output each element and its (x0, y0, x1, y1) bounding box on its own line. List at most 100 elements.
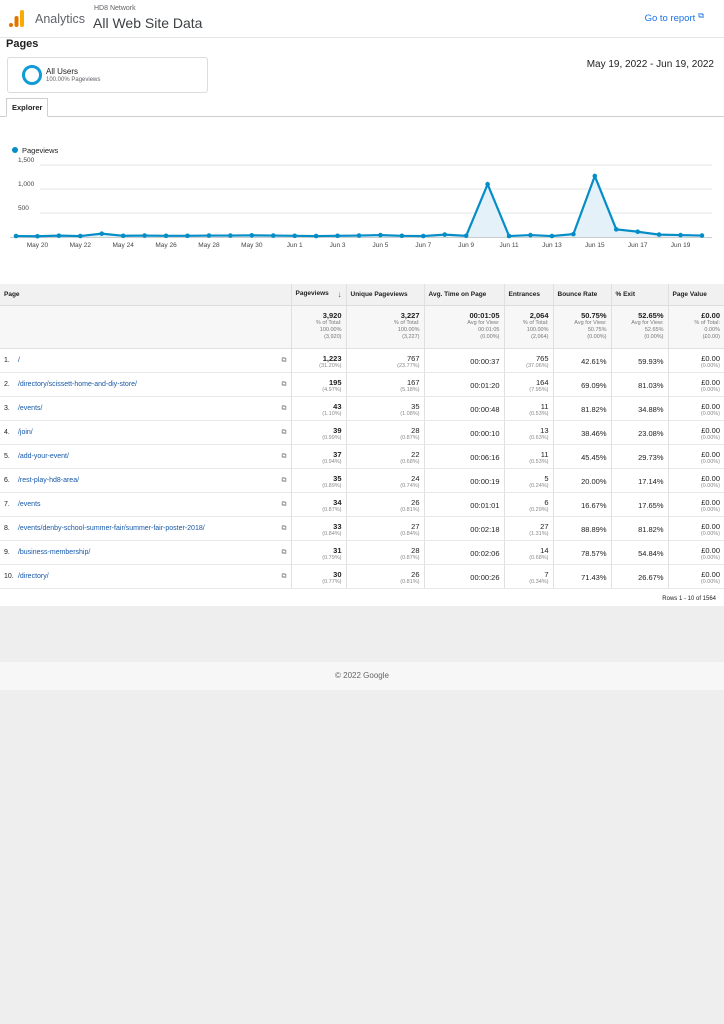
pageviews-value: 195 (328, 377, 342, 387)
analytics-logo-icon[interactable] (9, 10, 25, 27)
exit-cell: 17.65% (610, 492, 668, 517)
date-range-picker[interactable]: May 19, 2022 - Jun 19, 2022 (586, 59, 714, 70)
page-value-cell: £0.00 (0.00%) (667, 396, 724, 421)
data-point (592, 173, 598, 179)
bounce-rate-cell: 45.45% (552, 444, 611, 469)
open-page-icon[interactable]: ⧉ (281, 572, 287, 580)
open-page-icon[interactable]: ⧉ (281, 356, 287, 364)
column-header-exit[interactable]: % Exit (610, 284, 668, 306)
table-row: 10. /directory/⧉ 30 (0.77%) 26 (0.81%) 00:00:… (0, 564, 724, 589)
column-header-avg-time[interactable]: Avg. Time on Page (423, 284, 504, 306)
page-link[interactable]: /join/ (17, 428, 33, 436)
total-sub-abs: (0.00%) (644, 333, 664, 340)
x-tick-label: Jun 1 (287, 242, 303, 249)
pageviews-chart[interactable]: 1,500 1,000 500 May 20 May 22 May 24 May 26 May… (0, 155, 724, 255)
total-sub-value: 100.00% (319, 326, 342, 333)
exit-cell: 59.93% (610, 348, 668, 373)
pageviews-percent: (0.89%) (322, 482, 342, 489)
exit-cell: 26.67% (610, 564, 668, 589)
segment-card[interactable]: All Users 100.00% Pageviews (7, 57, 208, 93)
total-value: 52.65% (638, 310, 664, 320)
open-page-icon[interactable]: ⧉ (281, 500, 287, 508)
pageviews-percent: (0.94%) (322, 458, 342, 465)
unique-pageviews-percent: (0.87%) (400, 434, 420, 441)
entrances-cell: 765 (37.06%) (503, 348, 553, 373)
data-point (378, 232, 383, 238)
data-point (78, 233, 83, 239)
unique-pageviews-cell: 24 (0.74%) (345, 468, 424, 493)
pageviews-cell: 43 (1.10%) (290, 396, 346, 421)
page-link[interactable]: /directory/scissett-home-and-diy-store/ (17, 380, 137, 388)
tab-explorer[interactable]: Explorer (6, 98, 49, 117)
bounce-rate-cell: 88.89% (552, 516, 611, 541)
legend-dot-icon (12, 147, 18, 153)
open-page-icon[interactable]: ⧉ (281, 428, 287, 436)
table-row: 4. /join/⧉ 39 (0.99%) 28 (0.87%) 00:00:10 13 (0… (0, 420, 724, 445)
unique-pageviews-cell: 767 (23.77%) (345, 348, 424, 373)
data-point (699, 233, 705, 238)
column-header-pageviews[interactable]: Pageviews ↓ (290, 284, 346, 306)
column-header-page-value[interactable]: Page Value (667, 284, 724, 306)
unique-pageviews-percent: (0.68%) (400, 458, 420, 465)
exit-value: 81.82% (638, 524, 664, 534)
page-value: £0.00 (701, 545, 720, 555)
entrances-value: 11 (540, 449, 549, 459)
avg-time-value: 00:01:01 (470, 500, 500, 510)
open-page-icon[interactable]: ⧉ (281, 404, 287, 412)
page-link[interactable]: /directory/ (17, 572, 49, 580)
pageviews-cell: 195 (4.97%) (290, 372, 346, 397)
page-cell: 8. /events/denby-school-summer-fair/summ… (0, 516, 291, 541)
open-page-icon[interactable]: ⧉ (281, 380, 287, 388)
total-sub-label: Avg for View: (631, 319, 664, 326)
unique-pageviews-cell: 27 (0.84%) (345, 516, 424, 541)
page-link[interactable]: /add-your-event/ (17, 452, 69, 460)
entrances-percent: (0.68%) (529, 554, 549, 561)
page-link[interactable]: /events/ (17, 404, 43, 412)
data-point (485, 181, 490, 187)
page-link[interactable]: /events (17, 500, 41, 508)
exit-value: 23.08% (638, 428, 664, 438)
row-number: 2. (4, 380, 10, 388)
data-point (228, 233, 233, 238)
avg-time-cell: 00:00:19 (423, 468, 504, 493)
entrances-percent: (0.34%) (529, 578, 549, 585)
page-link[interactable]: / (17, 356, 20, 364)
segment-circle-icon (22, 65, 42, 85)
open-page-icon[interactable]: ⧉ (281, 548, 287, 556)
page-cell: 3. /events/ ⧉ (0, 396, 291, 421)
totals-row: 3,920% of Total: 100.00% (3,920) 3,227% of … (0, 305, 724, 349)
entrances-cell: 7 (0.34%) (503, 564, 553, 589)
x-tick-label: Jun 11 (500, 242, 519, 249)
entrances-percent: (0.24%) (529, 482, 549, 489)
bounce-rate-value: 88.89% (581, 524, 607, 534)
page-value: £0.00 (701, 353, 720, 363)
data-point (163, 233, 169, 239)
x-tick-label: May 26 (155, 242, 177, 249)
column-header-entrances[interactable]: Entrances (503, 284, 553, 306)
column-header-page[interactable]: Page (0, 284, 291, 306)
bounce-rate-cell: 71.43% (552, 564, 611, 589)
exit-cell: 81.03% (610, 372, 668, 397)
page-link[interactable]: /rest-play-hd8-area/ (17, 476, 80, 484)
segment-percent: 100.00% Pageviews (46, 77, 101, 83)
account-name[interactable]: HD8 Network (94, 5, 136, 12)
open-page-icon[interactable]: ⧉ (281, 524, 287, 532)
unique-pageviews-value: 35 (411, 401, 420, 411)
data-point (399, 233, 405, 239)
unique-pageviews-cell: 28 (0.87%) (345, 540, 424, 565)
exit-value: 26.67% (638, 572, 664, 582)
x-tick-label: Jun 15 (585, 242, 605, 249)
unique-pageviews-cell: 22 (0.68%) (345, 444, 424, 469)
page-link[interactable]: /events/denby-school-summer-fair/summer-… (17, 524, 205, 532)
entrances-value: 7 (544, 569, 549, 579)
column-header-unique-pageviews[interactable]: Unique Pageviews (345, 284, 424, 306)
column-header-bounce-rate[interactable]: Bounce Rate (552, 284, 611, 306)
go-to-report-link[interactable]: Go to report ⧉ (645, 11, 704, 24)
open-page-icon[interactable]: ⧉ (281, 476, 287, 484)
data-point (421, 233, 426, 239)
table-header-row: Page Pageviews ↓ Unique Pageviews Avg. Ti… (0, 284, 724, 306)
page-cell: 7. /events ⧉ (0, 492, 291, 517)
property-name[interactable]: All Web Site Data (93, 15, 203, 31)
page-link[interactable]: /business-membership/ (17, 548, 91, 556)
open-page-icon[interactable]: ⧉ (281, 452, 287, 460)
